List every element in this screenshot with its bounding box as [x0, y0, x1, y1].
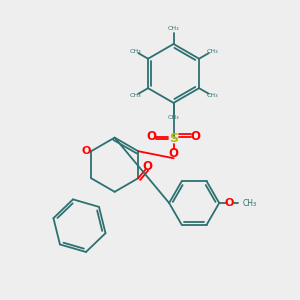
Text: CH₃: CH₃: [243, 199, 257, 208]
Text: CH₃: CH₃: [129, 93, 141, 98]
Text: S: S: [169, 132, 178, 145]
Text: O: O: [190, 130, 200, 143]
Text: O: O: [225, 198, 234, 208]
Text: O: O: [82, 146, 91, 156]
Text: O: O: [169, 147, 178, 160]
Text: CH₃: CH₃: [168, 26, 179, 32]
Text: CH₃: CH₃: [129, 49, 141, 54]
Text: O: O: [142, 160, 152, 173]
Text: O: O: [147, 130, 157, 143]
Text: CH₃: CH₃: [206, 93, 218, 98]
Text: CH₃: CH₃: [206, 49, 218, 54]
Text: CH₃: CH₃: [168, 116, 179, 120]
